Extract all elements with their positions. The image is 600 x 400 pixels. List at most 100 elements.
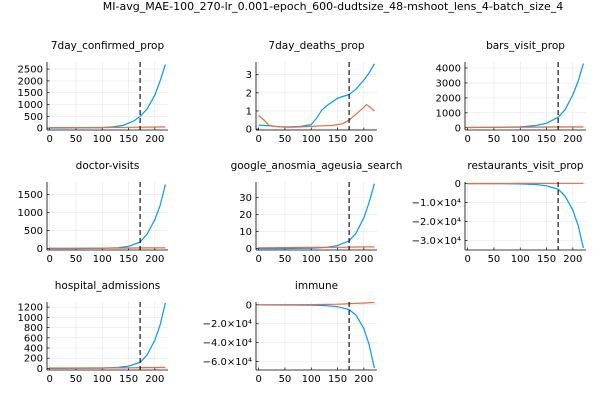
x-tick-label: 150: [119, 374, 138, 385]
y-tick-label: 30: [239, 193, 252, 204]
x-tick-label: 150: [328, 254, 347, 265]
x-tick-label: 100: [93, 134, 112, 145]
series-line-blue: [49, 184, 166, 250]
y-tick-label: 1200: [18, 303, 43, 314]
subplot-4: doctor-visits 0 50 100 150 200 0 500 1000 1500: [18, 160, 168, 265]
x-tick-label: 0: [255, 134, 261, 145]
y-tick-label: 3: [246, 70, 252, 81]
series-line-orange: [258, 103, 375, 128]
y-tick-label: 500: [24, 112, 43, 123]
y-tick-label: 0: [246, 300, 252, 311]
x-tick-label: 100: [511, 254, 530, 265]
x-tick-label: 200: [354, 374, 373, 385]
x-tick-label: 0: [46, 134, 52, 145]
x-tick-label: 50: [70, 374, 83, 385]
x-tick-label: 0: [46, 254, 52, 265]
series-line-orange: [258, 302, 375, 306]
x-tick-label: 50: [279, 374, 292, 385]
y-tick-label: 1000: [18, 313, 43, 324]
y-tick-label: 20: [239, 210, 252, 221]
y-tick-label: 0: [246, 244, 252, 255]
x-tick-label: 50: [279, 134, 292, 145]
y-tick-label: 0: [37, 244, 43, 255]
subplot-2: 7day_deaths_prop 0 50 100 150 200 0 1 2 3: [246, 40, 377, 145]
y-tick-label: 4000: [436, 63, 461, 74]
x-tick-label: 100: [302, 134, 321, 145]
x-tick-label: 0: [255, 374, 261, 385]
x-tick-label: 150: [119, 134, 138, 145]
x-tick-label: 50: [70, 254, 83, 265]
y-tick-label: 10: [239, 227, 252, 238]
y-tick-label: 1500: [18, 88, 43, 99]
subplot-6: restaurants_visit_prop 0 50 100 150 200 0 −1.0×…: [412, 160, 586, 265]
x-tick-label: 200: [145, 374, 164, 385]
x-tick-label: 150: [119, 254, 138, 265]
y-tick-label: 1000: [18, 100, 43, 111]
y-tick-label: 1000: [436, 108, 461, 119]
x-tick-label: 150: [537, 254, 556, 265]
series-line-blue: [258, 183, 375, 250]
series-line-blue: [467, 63, 584, 129]
y-tick-label: −3.0×10⁴: [412, 236, 461, 247]
y-tick-label: 1000: [18, 208, 43, 219]
figure-suptitle: MI-avg_MAE-100_270-lr_0.001-epoch_600-du…: [103, 0, 563, 13]
subplot-title: hospital_admissions: [55, 280, 161, 292]
x-tick-label: 200: [354, 134, 373, 145]
y-tick-label: −2.0×10⁴: [203, 319, 252, 330]
y-tick-label: 400: [24, 344, 43, 355]
subplot-title: restaurants_visit_prop: [467, 160, 584, 172]
x-tick-label: 100: [93, 374, 112, 385]
y-tick-label: 2500: [18, 65, 43, 76]
x-tick-label: 200: [354, 254, 373, 265]
y-tick-label: 2: [246, 88, 252, 99]
y-tick-label: 0: [37, 364, 43, 375]
subplot-title: bars_visit_prop: [486, 40, 565, 52]
subplot-title: 7day_confirmed_prop: [51, 40, 165, 52]
x-tick-label: 50: [279, 254, 292, 265]
x-tick-label: 100: [302, 374, 321, 385]
y-tick-label: 3000: [436, 78, 461, 89]
x-tick-label: 50: [488, 254, 501, 265]
y-tick-label: 1: [246, 106, 252, 117]
y-tick-label: −1.0×10⁴: [412, 198, 461, 209]
y-tick-label: 2000: [18, 76, 43, 87]
x-tick-label: 200: [563, 254, 582, 265]
subplot-title: google_anosmia_ageusia_search: [231, 160, 403, 172]
y-tick-label: 800: [24, 323, 43, 334]
series-line-blue: [49, 64, 166, 129]
series-line-blue: [258, 63, 375, 128]
y-tick-label: 0: [455, 179, 461, 190]
x-tick-label: 200: [563, 134, 582, 145]
subplot-title: immune: [295, 280, 338, 292]
y-tick-label: 0: [246, 125, 252, 136]
x-tick-label: 100: [93, 254, 112, 265]
y-tick-label: 200: [24, 354, 43, 365]
x-tick-label: 50: [70, 134, 83, 145]
x-tick-label: 0: [255, 254, 261, 265]
series-line-blue: [467, 183, 584, 249]
y-tick-label: 2000: [436, 93, 461, 104]
subplot-title: doctor-visits: [76, 160, 140, 172]
subplot-8: immune 0 50 100 150 200 0 −2.0×10⁴ −4.0×10⁴ −6.0×…: [203, 280, 377, 385]
x-tick-label: 200: [145, 254, 164, 265]
y-tick-label: 500: [24, 226, 43, 237]
y-tick-label: 0: [37, 124, 43, 135]
x-tick-label: 100: [511, 134, 530, 145]
series-line-orange: [258, 246, 375, 249]
x-tick-label: 150: [328, 134, 347, 145]
x-tick-label: 0: [46, 374, 52, 385]
y-tick-label: −6.0×10⁴: [203, 357, 252, 368]
subplot-title: 7day_deaths_prop: [268, 40, 364, 52]
x-tick-label: 50: [488, 134, 501, 145]
x-tick-label: 100: [302, 254, 321, 265]
x-tick-label: 200: [145, 134, 164, 145]
y-tick-label: 600: [24, 333, 43, 344]
x-tick-label: 0: [464, 254, 470, 265]
y-tick-label: 1500: [18, 190, 43, 201]
